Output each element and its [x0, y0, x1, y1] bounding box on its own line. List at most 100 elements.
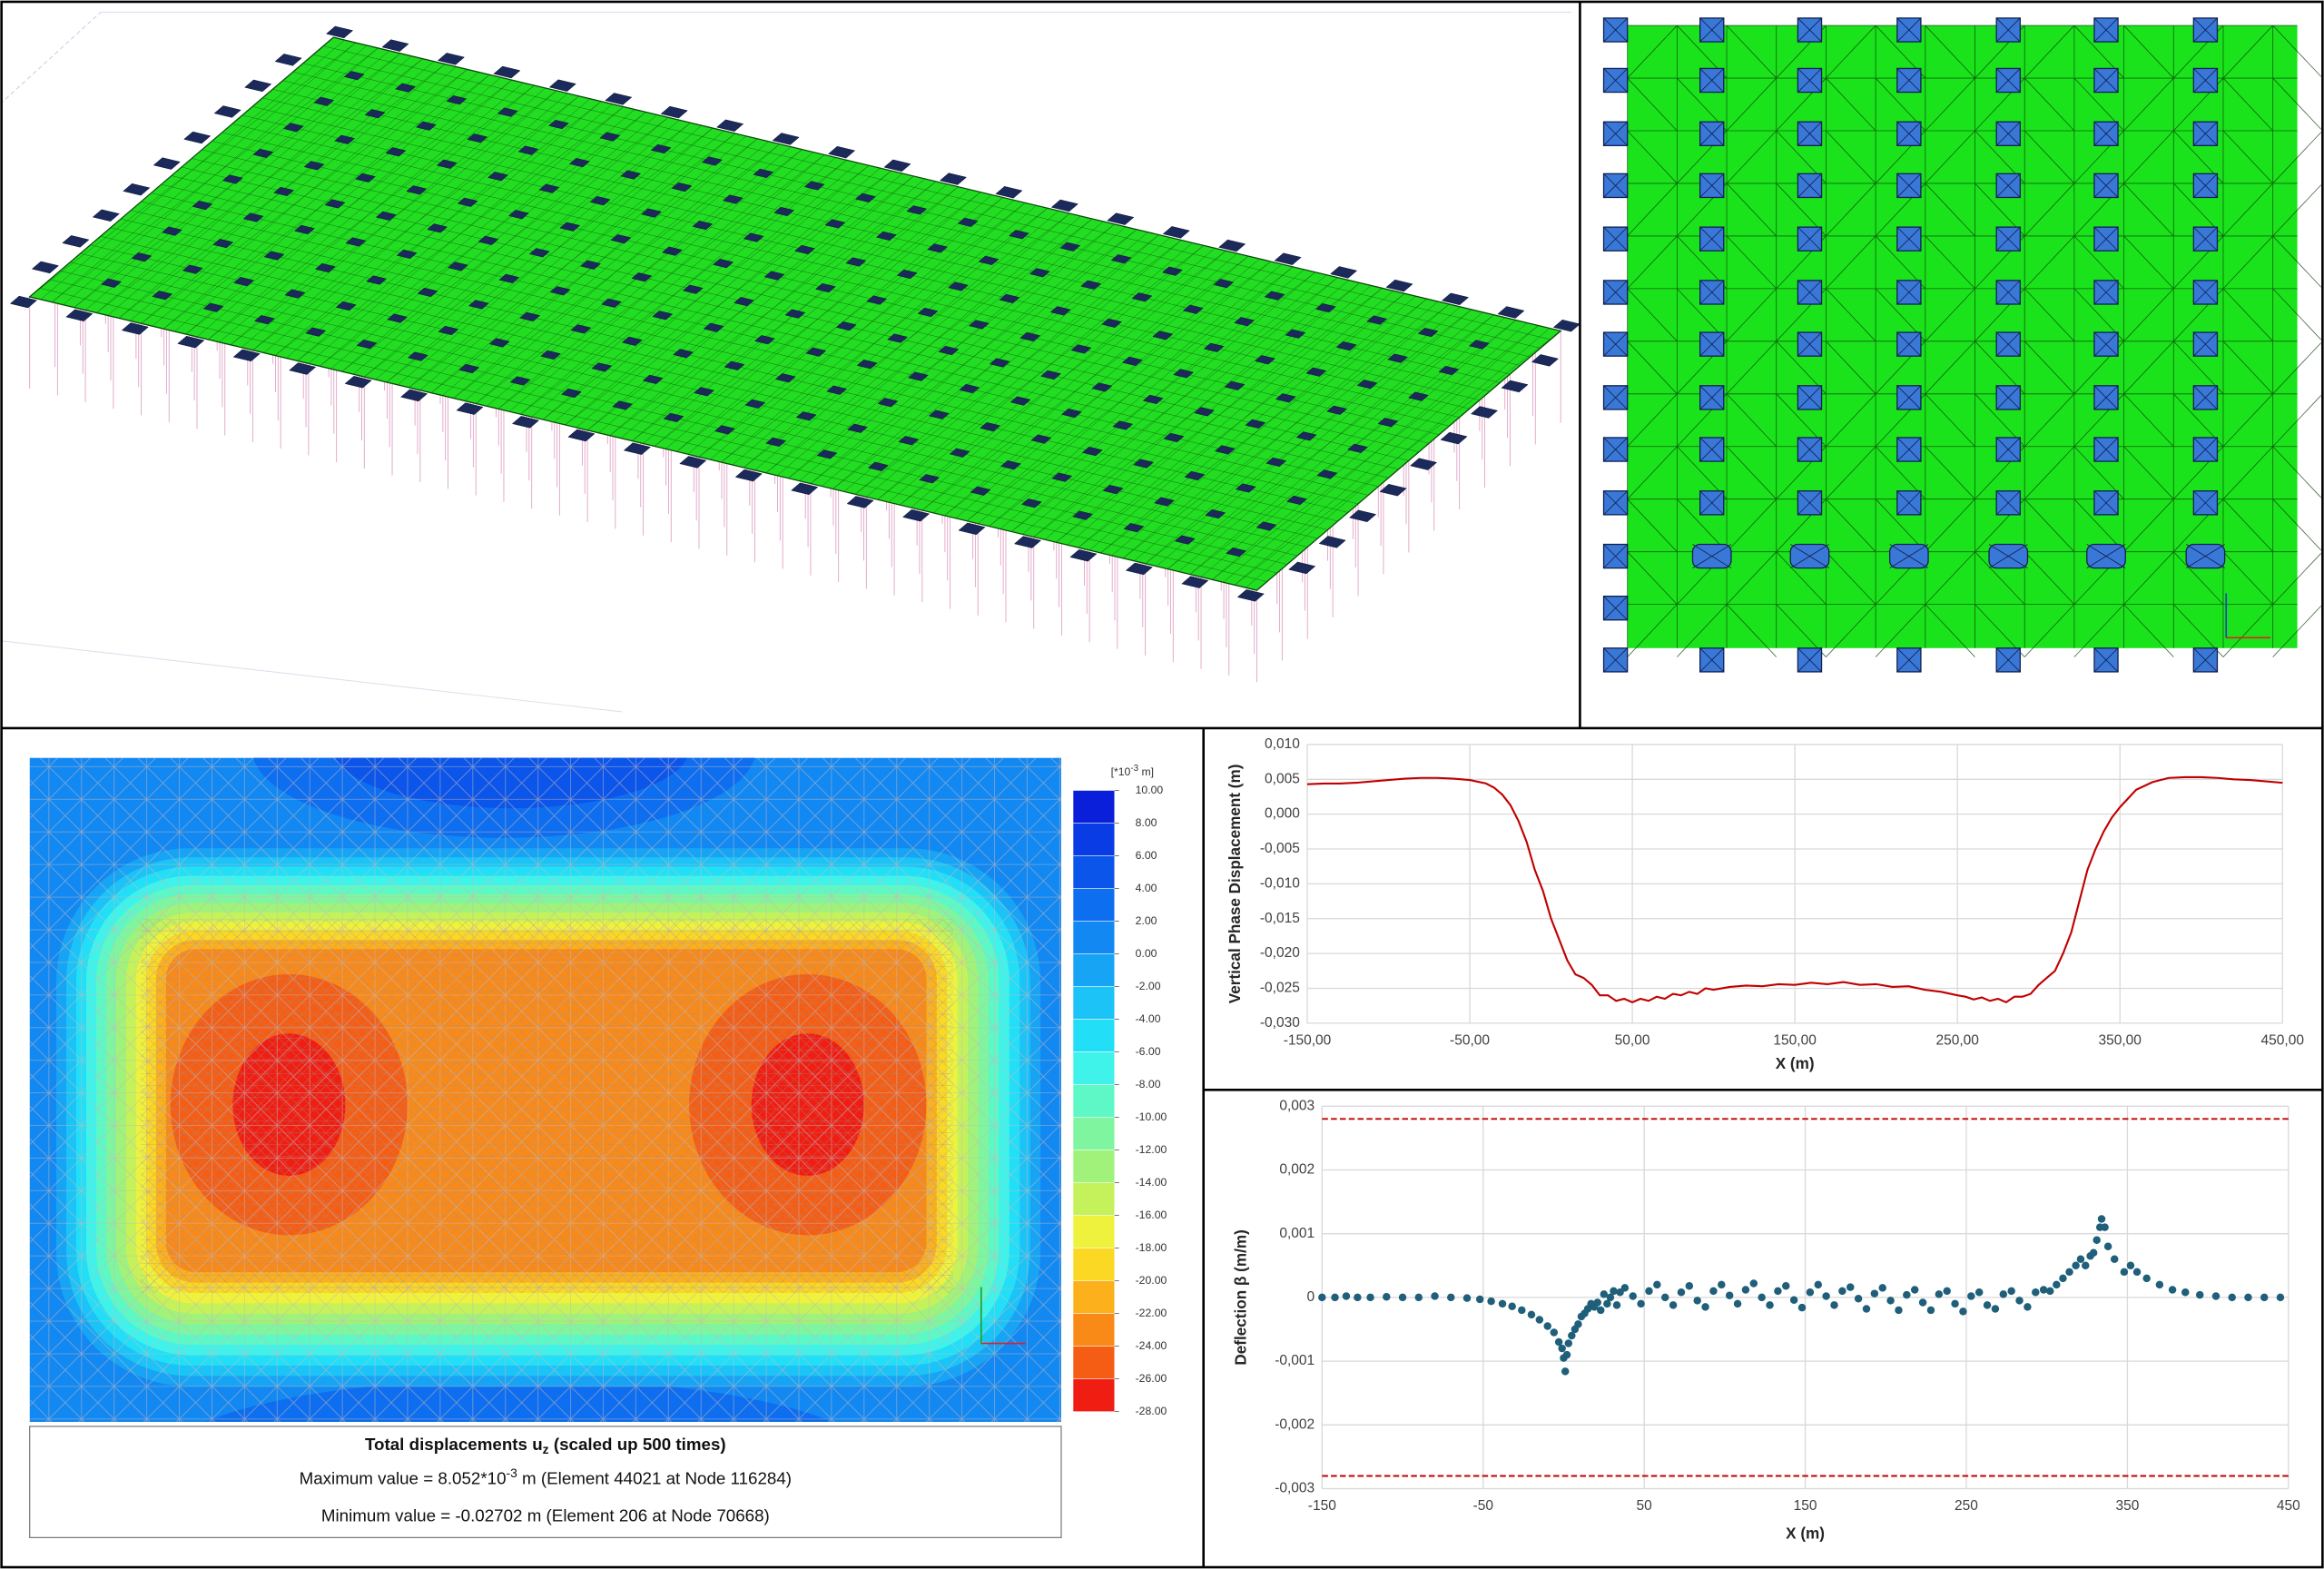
data-point	[1959, 1308, 1967, 1316]
pile-cap-cross	[1896, 385, 1922, 410]
pile-cap	[1286, 495, 1308, 506]
pile-cap	[334, 134, 356, 144]
pile-cap-cross	[1699, 121, 1725, 146]
pile-cap	[763, 271, 785, 281]
legend-swatch	[1072, 1182, 1115, 1216]
pile-cap	[1387, 353, 1409, 363]
pile-cap	[601, 298, 622, 308]
data-point	[1342, 1292, 1351, 1300]
data-point	[1554, 1337, 1563, 1347]
pile-cap-cross	[1896, 647, 1922, 673]
pile-cap	[1020, 498, 1042, 508]
data-point	[1475, 1295, 1484, 1304]
legend-swatch	[1072, 790, 1115, 824]
pile-cap	[1335, 341, 1357, 351]
pile-cap	[303, 161, 325, 171]
pile-cap	[375, 211, 397, 221]
legend-label: 2.00	[1136, 914, 1157, 927]
y-tick-label: -0,025	[1260, 981, 1300, 996]
pile-cap	[883, 159, 911, 173]
pile-cap	[1275, 393, 1296, 403]
pile-cap	[1468, 340, 1490, 350]
data-point	[1903, 1290, 1911, 1299]
pile-cap	[814, 282, 836, 293]
pile-cap	[1366, 315, 1388, 325]
pile-cap	[765, 437, 787, 447]
data-point	[1610, 1287, 1618, 1296]
pile-cap	[1330, 266, 1358, 279]
x-tick-label: 350,00	[2099, 1033, 2142, 1049]
pile-cap	[528, 248, 550, 258]
data-point	[1774, 1287, 1782, 1296]
pile-cap	[570, 324, 592, 334]
data-point	[1354, 1293, 1362, 1302]
data-point	[2082, 1261, 2090, 1270]
pile-cap	[1121, 356, 1143, 366]
pile-cap	[1285, 329, 1306, 339]
pile-cap-cross	[1603, 280, 1628, 305]
pile-cap	[1288, 561, 1316, 575]
pile-cap	[1009, 396, 1031, 406]
pile-cap	[652, 311, 674, 321]
pile-cap	[263, 251, 285, 261]
pile-cap-cross	[2093, 490, 2119, 516]
pile-cap	[355, 173, 376, 183]
pile-cap-cross	[2193, 437, 2218, 462]
caption-max-text: Maximum value = 8.052*10	[300, 1469, 507, 1488]
pile-cap	[509, 376, 531, 386]
pile-cap	[927, 243, 949, 253]
pile-cap-cross	[1896, 173, 1922, 198]
pile-cap	[1152, 331, 1174, 340]
data-point	[1846, 1283, 1855, 1291]
x-tick-label: -50,00	[1450, 1033, 1490, 1049]
data-point	[1462, 1294, 1472, 1302]
legend-label: -28.00	[1136, 1405, 1167, 1417]
x-axis-title: X (m)	[1776, 1054, 1815, 1072]
y-tick-label: -0,005	[1260, 841, 1300, 856]
pile-cap	[722, 194, 743, 204]
pile-cap	[1497, 306, 1525, 319]
pile-cap	[1417, 327, 1439, 338]
pile-cap	[498, 273, 520, 283]
y-tick-label: -0,003	[1275, 1481, 1315, 1496]
model-plan-view	[1602, 17, 2321, 673]
pile-cap	[1072, 510, 1094, 520]
data-point	[1677, 1288, 1686, 1297]
legend-label: 10.00	[1136, 784, 1164, 796]
pile-cap	[202, 302, 224, 312]
data-point	[1620, 1284, 1630, 1292]
pile-cap	[242, 212, 264, 222]
data-point	[1789, 1296, 1798, 1304]
data-point	[2195, 1290, 2204, 1299]
pile-cap	[989, 358, 1010, 368]
pile-cap	[692, 220, 714, 231]
pile-cap	[1377, 418, 1399, 428]
pile-cap	[599, 132, 621, 142]
data-point	[1653, 1280, 1661, 1289]
caption-maximum: Maximum value = 8.052*10-3 m (Element 44…	[300, 1465, 792, 1488]
pile-cap	[345, 237, 367, 247]
y-axis-title: Vertical Phase Displacement (m)	[1226, 765, 1244, 1004]
y-tick-label: 0,010	[1265, 736, 1300, 752]
pile-cap-cross	[1603, 490, 1628, 516]
pile-cap-cross	[1797, 490, 1822, 516]
data-point	[1854, 1295, 1863, 1303]
pile-cap	[1256, 521, 1277, 531]
pile-cap	[1029, 268, 1050, 278]
pile-cap	[123, 183, 151, 196]
pile-cap	[213, 105, 241, 118]
data-point	[1543, 1322, 1551, 1330]
pile-cap-cross	[1699, 490, 1725, 516]
pile-cap-cross	[2093, 647, 2119, 673]
pile-cap	[222, 174, 243, 184]
data-point	[1431, 1292, 1439, 1300]
pile-cap	[773, 206, 795, 217]
pile-cap	[631, 272, 653, 282]
pile-cap	[774, 373, 796, 383]
data-point	[1637, 1299, 1645, 1308]
pile-cap-cross	[1790, 544, 1829, 568]
caption-title-suffix: (scaled up 500 times)	[549, 1435, 726, 1454]
pile-cap-cross	[1797, 68, 1822, 93]
pile-cap	[744, 399, 766, 409]
